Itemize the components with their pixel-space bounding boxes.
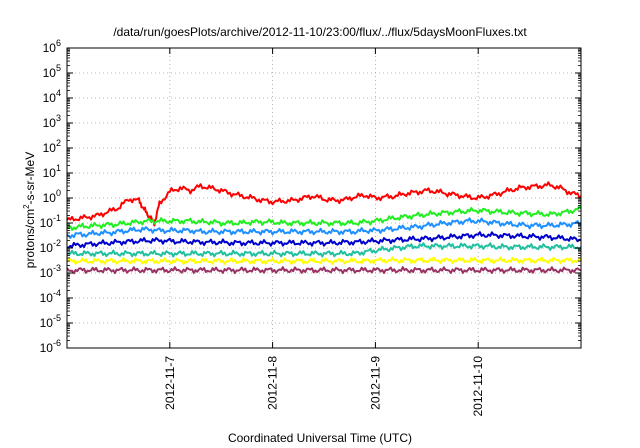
y-tick-label-exponent: 0 — [56, 188, 61, 198]
y-tick-label: 103 — [43, 113, 61, 130]
y-tick-label: 10-3 — [40, 263, 61, 280]
y-tick-label-exponent: -4 — [53, 288, 61, 298]
x-tick-label: 2012-11-8 — [266, 356, 280, 410]
y-tick-label-base: 10 — [43, 41, 57, 55]
series-line — [66, 181, 582, 227]
series-lines — [66, 181, 582, 275]
y-tick-label-exponent: 5 — [56, 63, 61, 73]
y-tick-label-exponent: -5 — [53, 313, 61, 323]
y-tick-label: 102 — [43, 138, 61, 155]
x-tick-label: 2012-11-10 — [471, 356, 485, 417]
y-tick-label-base: 10 — [40, 241, 54, 255]
y-tick-label-exponent: 3 — [56, 113, 61, 123]
y-tick-label-base: 10 — [40, 291, 54, 305]
y-tick-label-exponent: 4 — [56, 88, 61, 98]
y-tick-label-base: 10 — [40, 266, 54, 280]
y-tick-label-exponent: -2 — [53, 238, 61, 248]
series-line — [66, 205, 582, 231]
y-tick-label: 10-6 — [40, 338, 61, 355]
y-tick-label-exponent: 2 — [56, 138, 61, 148]
series-line — [66, 217, 582, 239]
y-tick-label: 100 — [43, 188, 61, 205]
x-axis-label: Coordinated Universal Time (UTC) — [228, 431, 412, 445]
y-tick-label-exponent: 6 — [56, 38, 61, 48]
x-tick-label: 2012-11-9 — [368, 356, 382, 410]
y-tick-label-base: 10 — [43, 191, 57, 205]
y-tick-label-base: 10 — [43, 91, 57, 105]
y-tick-label: 10-4 — [40, 288, 61, 305]
y-tick-label-base: 10 — [40, 316, 54, 330]
y-tick-label-base: 10 — [40, 341, 54, 355]
x-tick-label: 2012-11-7 — [163, 356, 177, 410]
chart-title: /data/run/goesPlots/archive/2012-11-10/2… — [113, 25, 527, 39]
y-tick-label: 10-2 — [40, 238, 61, 255]
axis-ticks: 10-610-510-410-310-210-11001011021031041… — [40, 38, 581, 417]
y-tick-label: 104 — [43, 88, 61, 105]
y-tick-label: 105 — [43, 63, 61, 80]
y-tick-label-exponent: -1 — [53, 213, 61, 223]
y-tick-label-base: 10 — [43, 66, 57, 80]
y-tick-label: 10-1 — [40, 213, 61, 230]
y-tick-label: 10-5 — [40, 313, 61, 330]
y-axis-label: protons/cm2-s-sr-MeV — [22, 152, 37, 268]
series-line — [66, 256, 582, 266]
series-line — [66, 266, 582, 275]
y-tick-label-exponent: -6 — [53, 338, 61, 348]
y-tick-label-base: 10 — [43, 116, 57, 130]
y-tick-label-exponent: 1 — [56, 163, 61, 173]
y-tick-label-base: 10 — [40, 216, 54, 230]
y-tick-label: 106 — [43, 38, 61, 55]
y-tick-label: 101 — [43, 163, 61, 180]
y-tick-label-base: 10 — [43, 141, 57, 155]
y-tick-label-base: 10 — [43, 166, 57, 180]
y-tick-label-exponent: -3 — [53, 263, 61, 273]
series-line — [66, 231, 582, 249]
series-line — [66, 242, 582, 258]
